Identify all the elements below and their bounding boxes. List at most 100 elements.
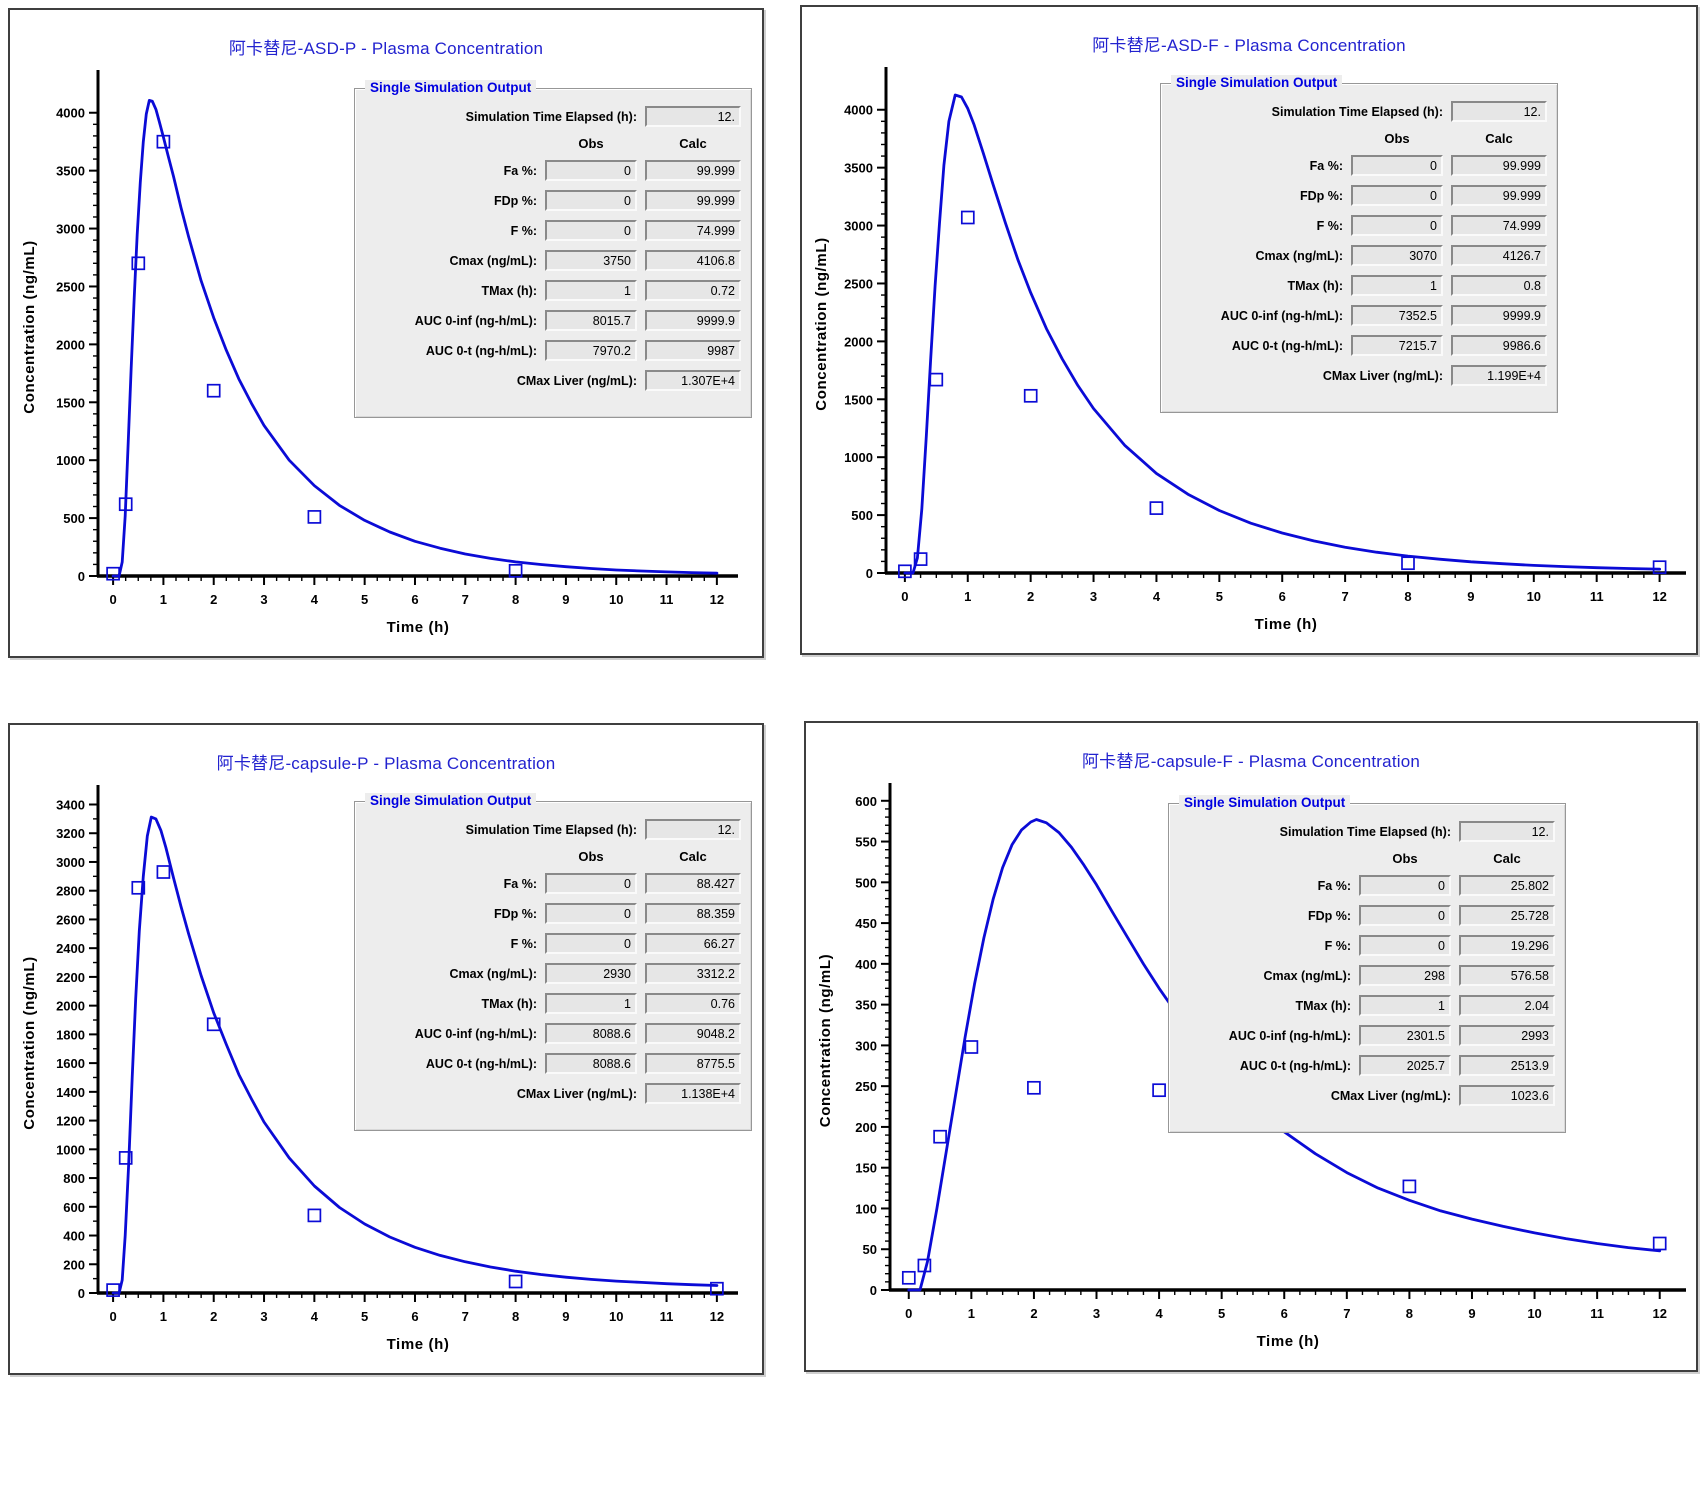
row-label: TMax (h): [1287,278,1343,293]
x-tick-label: 3 [1090,589,1097,604]
obs-value: 0 [1430,158,1437,173]
single-simulation-output-box: Single Simulation Output Simulation Time … [354,80,752,418]
x-tick-label: 2 [210,1309,217,1324]
obs-point-marker [1152,1083,1166,1098]
x-tick-label: 10 [609,592,623,607]
obs-field: 298 [1359,965,1451,986]
row-label: TMax (h): [1295,998,1351,1013]
y-tick-label: 0 [866,566,873,581]
obs-value: 0 [624,906,631,921]
obs-point-marker [508,1274,523,1289]
sim-output-box-title: Single Simulation Output [1171,75,1343,90]
row-label: Cmax (ng/mL): [1255,248,1344,263]
obs-field: 7352.5 [1351,305,1443,326]
calc-field: 9048.2 [645,1023,741,1044]
y-tick-label: 0 [78,1286,85,1301]
calc-field: 88.427 [645,873,741,894]
y-tick-label: 3400 [56,797,85,812]
calc-field: 99.999 [1451,155,1547,176]
row-label: Cmax (ng/mL): [449,253,538,268]
x-tick-label: 3 [260,592,267,607]
calc-value: 25.802 [1510,878,1549,893]
row-label: F %: [1324,938,1351,953]
y-tick-label: 1000 [844,450,873,465]
obs-points [106,134,523,581]
calc-field: 1.307E+4 [645,370,741,391]
obs-value: 7215.7 [1398,338,1437,353]
obs-field: 0 [1351,215,1443,236]
y-tick-label: 500 [63,511,85,526]
calc-field: 0.76 [645,993,741,1014]
calc-curve [903,93,1661,575]
obs-value: 2301.5 [1406,1028,1445,1043]
x-axis-label: Time (h) [387,619,450,636]
x-tick-label: 6 [411,592,418,607]
row-label: Fa %: [1317,878,1351,893]
calc-value: 9986.6 [1502,338,1541,353]
concentration-chart: 0 1 2 3 4 5 6 7 8 9 10 11 12050010001500200025003000… [813,67,1686,633]
y-tick-label: 400 [855,957,877,972]
calc-value: 2993 [1521,1028,1549,1043]
obs-point-marker [508,563,523,578]
obs-field: 1 [1351,275,1443,296]
obs-value: 0 [1438,878,1445,893]
calc-field: 0.8 [1451,275,1547,296]
calc-value: 88.359 [696,906,735,921]
obs-point-marker [1023,388,1038,403]
obs-point-marker [118,497,133,512]
calc-field: 99.999 [645,160,741,181]
sim-output-box-title: Single Simulation Output [365,80,537,95]
obs-points [106,865,724,1297]
obs-point-marker [206,383,221,398]
obs-point-marker [307,510,322,524]
calc-curve [907,818,1662,1292]
obs-field: 7215.7 [1351,335,1443,356]
obs-value: 0 [624,163,631,178]
y-tick-label: 1500 [844,392,873,407]
obs-field: 0 [545,933,637,954]
obs-field: 0 [1351,185,1443,206]
obs-point-marker [933,1129,947,1144]
y-tick-label: 2000 [56,999,85,1014]
calc-field: 576.58 [1459,965,1555,986]
row-label: AUC 0-inf (ng-h/mL): [414,313,537,328]
calc-value: 1.307E+4 [681,373,735,388]
y-tick-label: 2600 [56,912,85,927]
calc-value: 4126.7 [1502,248,1541,263]
x-tick-label: 10 [1527,589,1541,604]
x-tick-label: 3 [1093,1306,1100,1321]
calc-field: 3312.2 [645,963,741,984]
concentration-chart: 0 1 2 3 4 5 6 7 8 9 10 11 12050010001500200025003000… [21,70,738,636]
y-tick-label: 1400 [56,1085,85,1100]
x-axis-label: Time (h) [387,1336,450,1353]
y-tick-label: 1800 [56,1027,85,1042]
row-label: CMax Liver (ng/mL): [516,373,637,388]
calc-value: 4106.8 [696,253,735,268]
x-tick-label: 6 [411,1309,418,1324]
calc-value: 2.04 [1524,998,1549,1013]
y-tick-label: 300 [855,1038,877,1053]
single-simulation-output-box: Single Simulation Output Simulation Time … [1168,795,1566,1133]
sim-time-field: 12. [645,106,741,127]
obs-value: 0 [624,936,631,951]
x-tick-label: 4 [1153,589,1161,604]
calc-field: 25.728 [1459,905,1555,926]
x-tick-label: 0 [901,589,908,604]
x-tick-label: 11 [660,1309,674,1324]
obs-point-marker [898,564,912,579]
obs-point-marker [206,1017,221,1032]
obs-points [901,1040,1667,1285]
obs-column-header: Obs [1384,131,1410,146]
obs-field: 3750 [545,250,637,271]
obs-point-marker [131,880,146,895]
calc-value: 99.999 [1502,188,1541,203]
calc-field: 99.999 [645,190,741,211]
sim-time-label: Simulation Time Elapsed (h): [465,109,637,124]
x-tick-label: 9 [1468,1306,1475,1321]
calc-value: 9987 [707,343,735,358]
sim-output-box-title: Single Simulation Output [1179,795,1351,810]
sim-time-value: 12. [717,822,735,837]
sim-output-grid: Simulation Time Elapsed (h): 12. Obs Calc Fa… [1169,804,1565,1116]
calc-value: 1.199E+4 [1487,368,1541,383]
